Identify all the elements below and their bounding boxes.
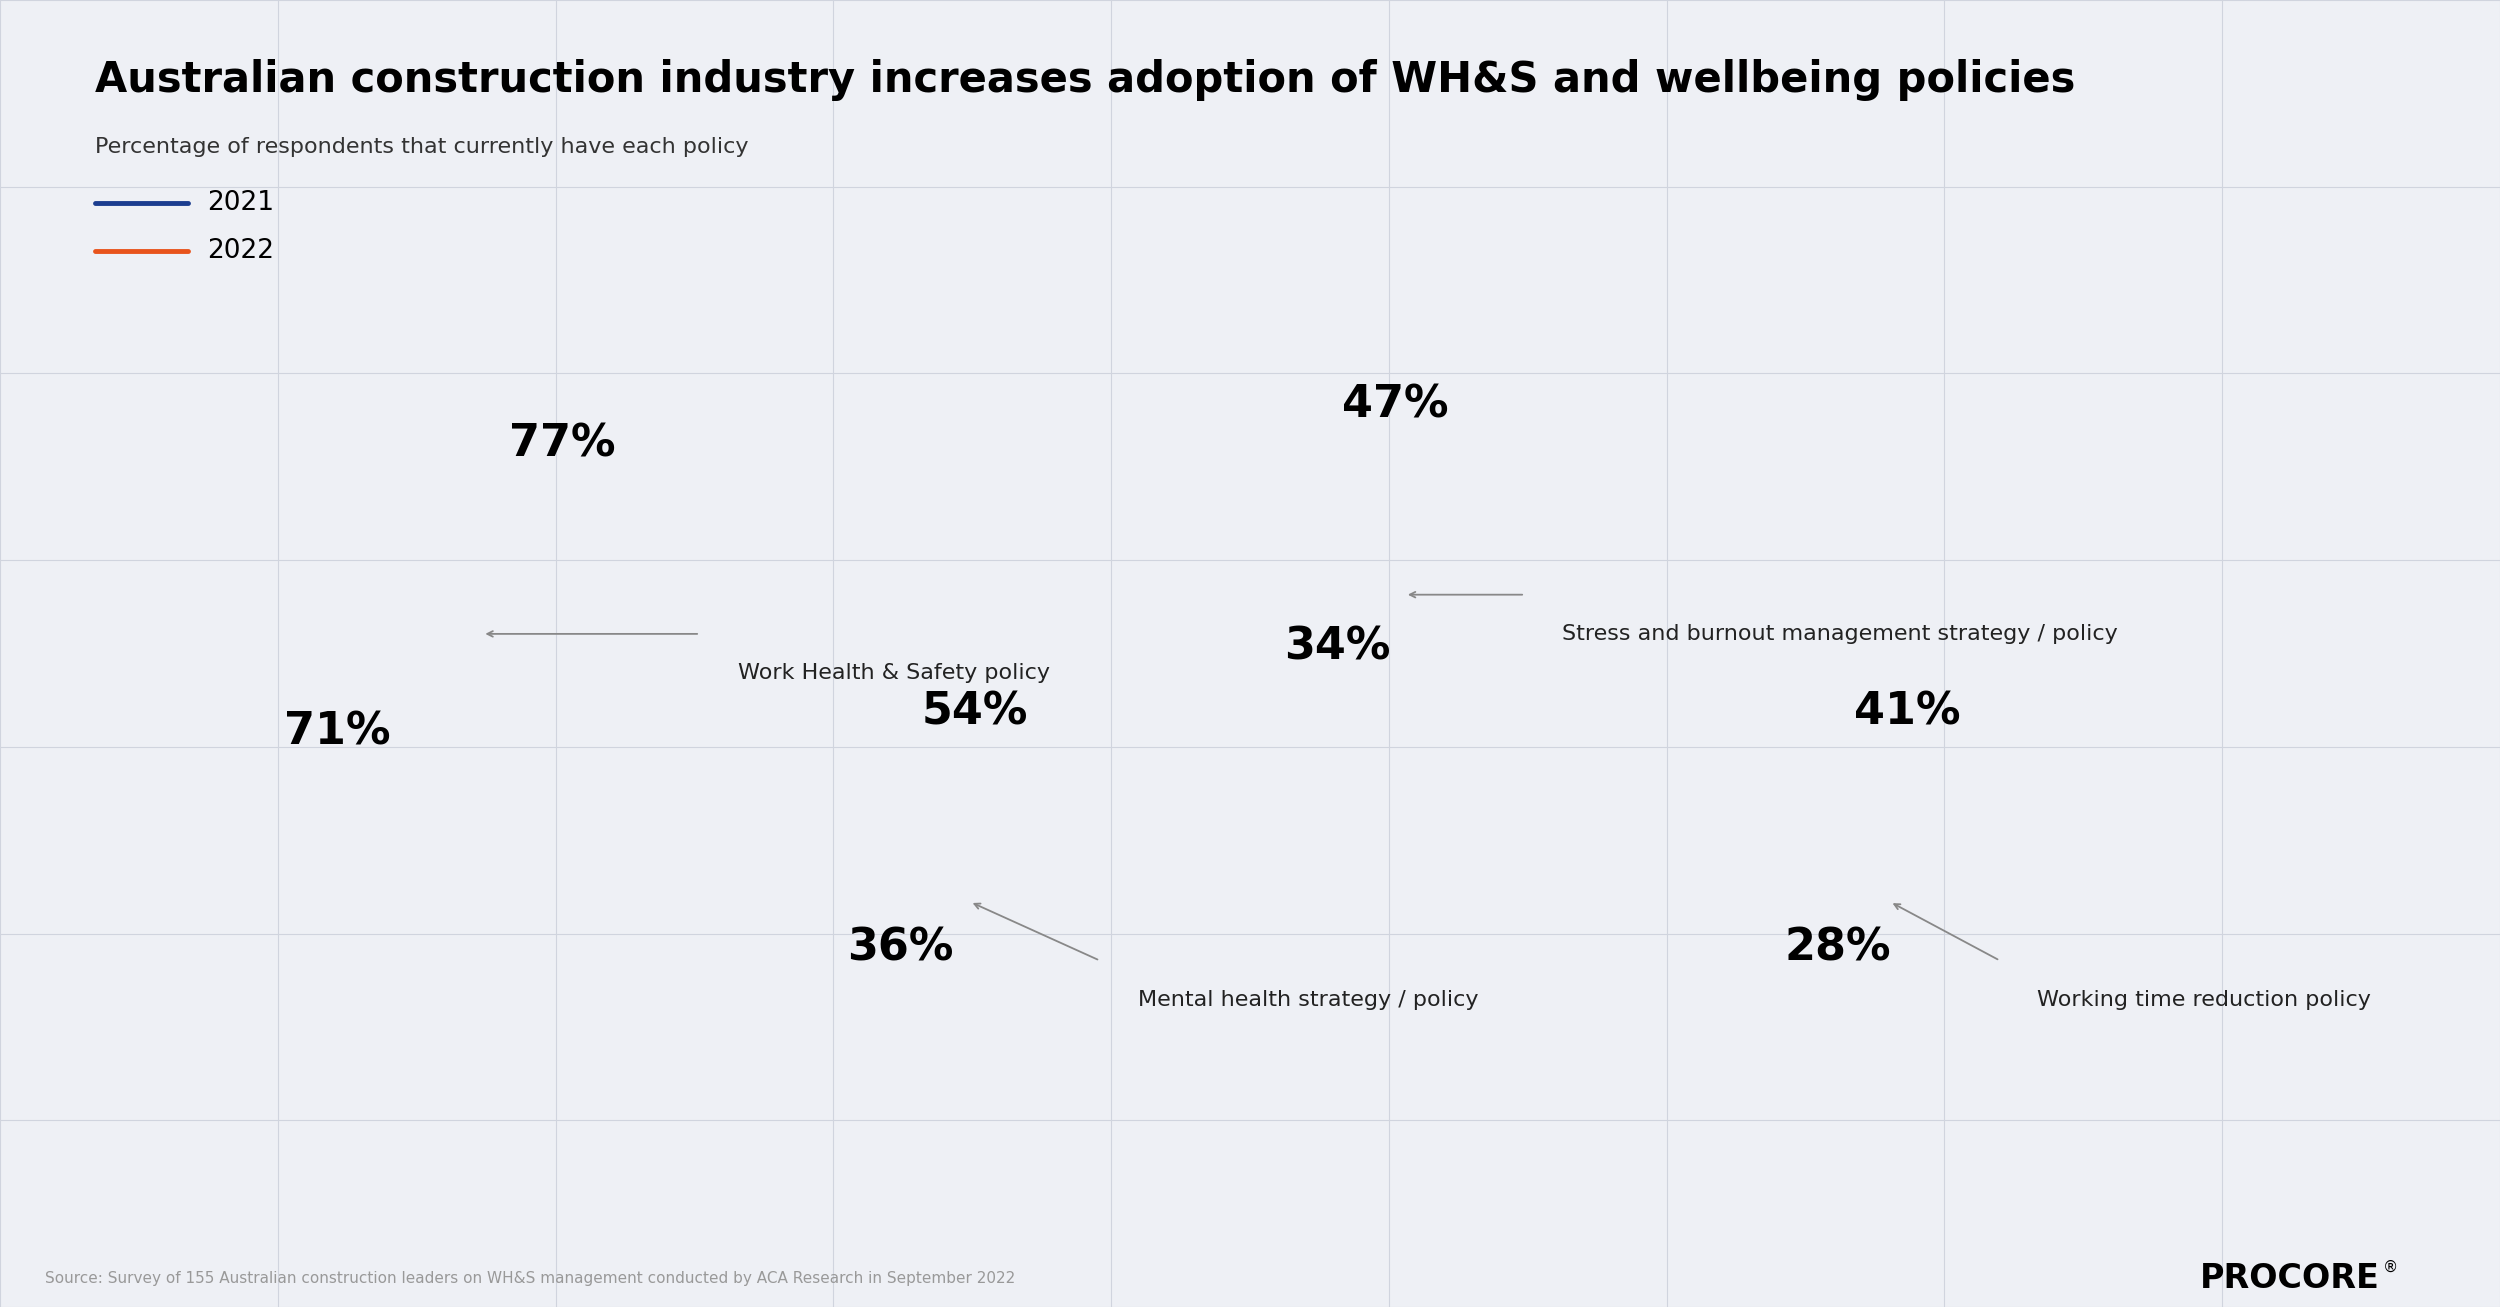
Text: 36%: 36% [848, 927, 953, 968]
Text: Working time reduction policy: Working time reduction policy [2037, 989, 2372, 1010]
Text: 2022: 2022 [208, 238, 275, 264]
Text: Work Health & Safety policy: Work Health & Safety policy [738, 663, 1050, 684]
Text: 54%: 54% [922, 691, 1028, 733]
Text: 47%: 47% [1342, 384, 1447, 426]
Text: Mental health strategy / policy: Mental health strategy / policy [1138, 989, 1478, 1010]
Text: 2021: 2021 [208, 190, 275, 216]
Text: 28%: 28% [1785, 927, 1890, 968]
Text: 34%: 34% [1285, 626, 1390, 668]
Text: 71%: 71% [285, 711, 390, 753]
Text: 77%: 77% [510, 423, 615, 465]
Text: Source: Survey of 155 Australian construction leaders on WH&S management conduct: Source: Survey of 155 Australian constru… [45, 1270, 1015, 1286]
Text: ®: ® [2382, 1260, 2398, 1276]
Text: 41%: 41% [1855, 691, 1960, 733]
Text: Stress and burnout management strategy / policy: Stress and burnout management strategy /… [1562, 623, 2118, 644]
Text: Australian construction industry increases adoption of WH&S and wellbeing polici: Australian construction industry increas… [95, 59, 2075, 101]
Text: PROCORE: PROCORE [2200, 1261, 2380, 1295]
Text: Percentage of respondents that currently have each policy: Percentage of respondents that currently… [95, 137, 748, 157]
